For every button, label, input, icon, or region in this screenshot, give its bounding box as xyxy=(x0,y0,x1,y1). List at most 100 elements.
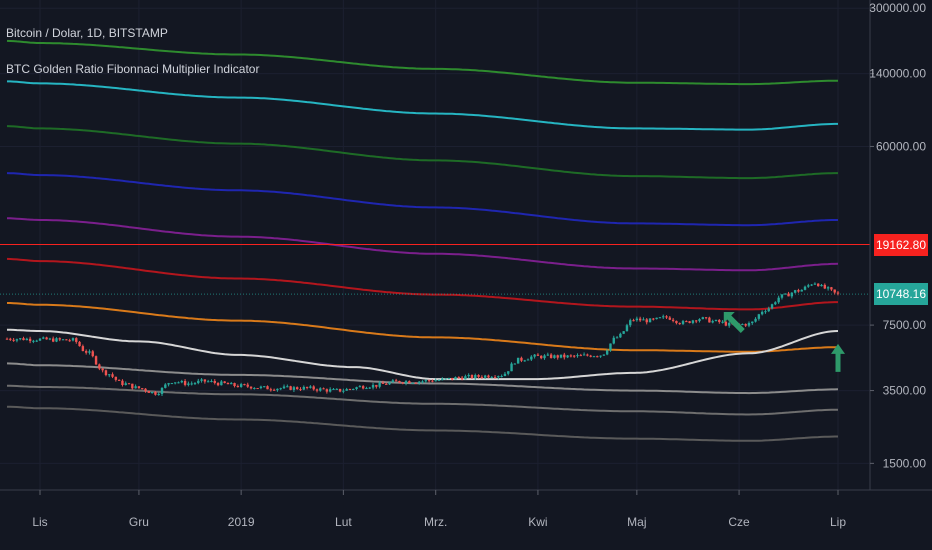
candle-body xyxy=(526,359,530,361)
candle-body xyxy=(197,380,200,384)
candle-body xyxy=(625,325,629,332)
candle-body xyxy=(424,380,428,382)
candle-body xyxy=(645,319,648,323)
annotation-arrows xyxy=(723,311,845,372)
y-tick-label: 60000.00 xyxy=(876,139,926,153)
upper-level-price-tag: 19162.80 xyxy=(874,233,928,256)
candle-body xyxy=(536,354,540,356)
x-tick-label: Lut xyxy=(335,515,352,529)
y-tick-label: 3500.00 xyxy=(883,384,927,398)
candle-body xyxy=(642,319,645,321)
up-arrow-icon xyxy=(831,343,845,372)
candle-body xyxy=(421,381,424,383)
candle-body xyxy=(787,293,790,297)
candle-body xyxy=(408,381,411,384)
x-tick-label: Mrz. xyxy=(424,515,447,529)
candle-body xyxy=(177,382,180,384)
candle-body xyxy=(546,354,550,356)
candle-body xyxy=(427,380,431,382)
candle-body xyxy=(441,378,444,381)
symbol-title[interactable]: Bitcoin / Dolar, 1D, BITSTAMP xyxy=(6,26,168,40)
candle-body xyxy=(144,388,147,392)
indicator-line-6 xyxy=(6,257,838,311)
indicator-line-8 xyxy=(7,328,839,381)
x-tick-label: Lip xyxy=(830,515,846,529)
candle-body xyxy=(114,376,118,380)
candle-body xyxy=(401,382,404,384)
candle-body xyxy=(266,386,269,390)
candle-body xyxy=(394,380,398,382)
candle-body xyxy=(345,389,348,391)
candle-body xyxy=(826,287,830,289)
candle-body xyxy=(319,388,322,391)
candle-body xyxy=(180,380,183,383)
y-axis[interactable]: 300000.00 140000.00 60000.00 7500.00 3500.00… xyxy=(869,1,926,470)
candle-body xyxy=(81,346,85,352)
candle-body xyxy=(348,389,352,391)
candle-body xyxy=(391,380,395,383)
candle-body xyxy=(810,284,813,286)
candle-body xyxy=(513,363,517,365)
candle-body xyxy=(124,383,127,385)
x-tick-label: Kwi xyxy=(528,515,547,529)
candle-body xyxy=(800,289,803,292)
candle-body xyxy=(721,321,724,323)
candle-body xyxy=(309,386,312,388)
candle-body xyxy=(823,284,827,289)
candle-body xyxy=(444,378,447,380)
y-tick-label: 300000.00 xyxy=(869,1,926,15)
indicator-lines xyxy=(6,39,839,442)
candle-body xyxy=(609,343,612,351)
candle-body xyxy=(447,377,451,379)
candle-body xyxy=(328,389,332,392)
candle-body xyxy=(431,380,434,382)
candle-body xyxy=(108,374,111,376)
candle-body xyxy=(474,375,477,379)
indicator-title[interactable]: BTC Golden Ratio Fibonnaci Multiplier In… xyxy=(6,62,260,76)
candle-body xyxy=(681,321,685,324)
x-tick-label: Maj xyxy=(627,515,646,529)
candle-body xyxy=(483,375,487,378)
candle-body xyxy=(718,319,721,323)
candle-body xyxy=(368,387,371,389)
y-tick-label: 1500.00 xyxy=(883,456,927,470)
candle-body xyxy=(187,383,190,385)
candle-body xyxy=(833,289,836,293)
candle-body xyxy=(418,381,421,383)
candle-body xyxy=(147,391,151,393)
candle-body xyxy=(457,377,460,379)
candle-body xyxy=(744,324,747,326)
candle-body xyxy=(836,292,840,294)
candle-body xyxy=(695,320,698,322)
candle-body xyxy=(220,381,223,386)
candle-body xyxy=(193,383,197,385)
candle-body xyxy=(658,317,662,319)
candle-body xyxy=(780,294,784,298)
candle-body xyxy=(793,290,797,293)
candle-body xyxy=(315,389,319,391)
candle-body xyxy=(622,331,625,334)
candle-body xyxy=(602,354,606,356)
candle-body xyxy=(648,318,652,323)
candle-body xyxy=(619,333,622,338)
candle-body xyxy=(22,338,25,341)
candle-body xyxy=(167,383,170,385)
candle-body xyxy=(675,320,678,324)
candle-body xyxy=(615,337,619,339)
candle-body xyxy=(160,387,164,394)
candle-body xyxy=(691,320,695,323)
candle-body xyxy=(88,351,91,353)
x-axis[interactable]: Lis Gru 2019 Lut Mrz. Kwi Maj Cze Lip xyxy=(32,490,846,529)
candle-body xyxy=(582,354,586,356)
candle-body xyxy=(12,339,15,341)
x-tick-label: Lis xyxy=(32,515,47,529)
candle-body xyxy=(378,382,381,387)
current-price-tag: 10748.16 xyxy=(874,283,928,306)
candle-body xyxy=(599,355,602,357)
candle-body xyxy=(338,388,342,392)
candle-body xyxy=(520,357,523,361)
candle-body xyxy=(612,337,615,344)
indicator-line-3 xyxy=(6,125,838,180)
candle-body xyxy=(335,388,338,390)
